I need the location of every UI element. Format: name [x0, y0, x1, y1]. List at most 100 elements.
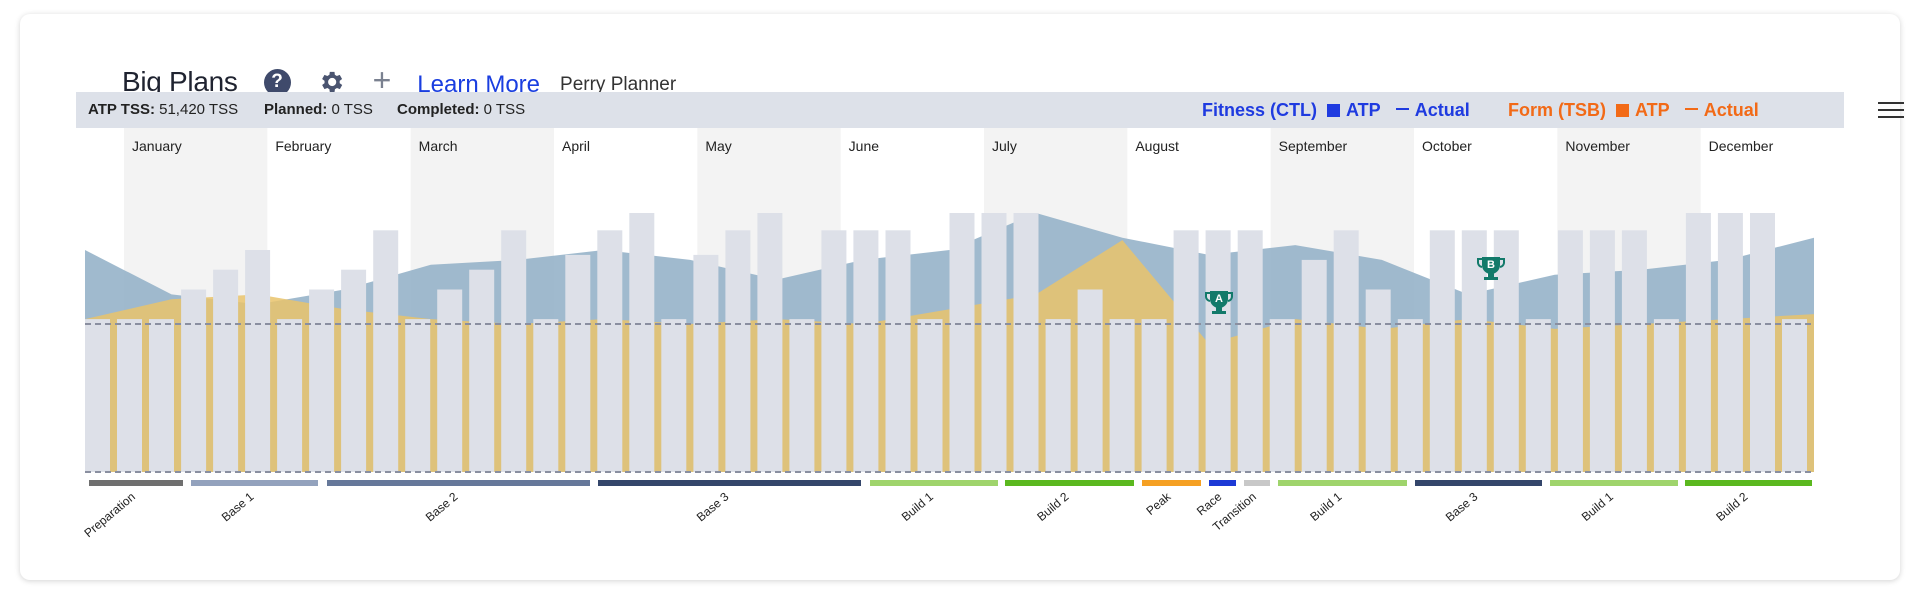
week-bar: [1557, 230, 1583, 472]
month-label-january: January: [132, 138, 182, 154]
week-bar: [853, 230, 879, 472]
training-plan-chart: January February March April May June July Augu…: [81, 128, 1814, 541]
gear-icon[interactable]: [317, 68, 345, 96]
week-bar: [1589, 230, 1615, 472]
form-atp-label: ATP: [1635, 100, 1670, 120]
fitness-actual-swatch: [1395, 108, 1409, 110]
trophy-handles: [1477, 258, 1505, 268]
header: Big Plans ? + Learn More Perry Planner: [122, 62, 676, 102]
week-bar: [1782, 319, 1807, 472]
phase-label: Base 3: [1443, 489, 1481, 524]
week-bar: [1461, 230, 1487, 472]
planned-stat: Planned: 0 TSS: [264, 92, 373, 128]
trophy-icon: [1210, 291, 1228, 314]
add-icon[interactable]: +: [372, 62, 392, 98]
week-bar: [149, 319, 174, 472]
week-bar: [1525, 319, 1551, 472]
trophy-handles: [1205, 292, 1233, 302]
week-bar: [309, 289, 335, 472]
phase-label: Build 1: [899, 489, 936, 524]
month-label-august: August: [1135, 138, 1179, 154]
phase-bar: [1142, 480, 1201, 486]
fitness-atp-swatch: [1327, 104, 1341, 117]
fitness-legend[interactable]: Fitness (CTL) ATP Actual: [1202, 92, 1470, 128]
fitness-label: Fitness (CTL): [1202, 100, 1317, 120]
week-bar: [1429, 230, 1455, 472]
phase-label: Base 2: [423, 489, 461, 524]
week-bar: [757, 213, 783, 472]
week-bar: [117, 319, 142, 472]
week-bar: [1333, 230, 1359, 472]
week-bar: [1141, 319, 1167, 472]
week-bar: [821, 230, 847, 472]
event-priority-label: A: [1215, 293, 1223, 305]
form-atp-swatch: [1616, 104, 1630, 117]
month-label-december: December: [1709, 138, 1774, 154]
phase-bar: [870, 480, 998, 486]
phase-bar: [598, 480, 861, 486]
form-legend[interactable]: Form (TSB) ATP Actual: [1508, 92, 1759, 128]
form-actual-label: Actual: [1703, 100, 1759, 120]
phase-label: Preparation: [81, 490, 138, 541]
week-bar: [981, 213, 1007, 472]
week-bar: [1045, 319, 1071, 472]
week-bar: [181, 289, 207, 472]
week-bar: [501, 230, 527, 472]
phase-bar: [1685, 480, 1812, 486]
week-bar: [693, 254, 719, 472]
atp-tss-stat: ATP TSS: 51,420 TSS: [88, 92, 238, 128]
week-bar: [85, 319, 110, 472]
fitness-actual-label: Actual: [1414, 100, 1470, 120]
month-label-may: May: [705, 138, 731, 154]
week-bar: [885, 230, 911, 472]
phase-bar: [191, 480, 318, 486]
phase-label: Base 3: [694, 489, 732, 524]
phase-bar: [1415, 480, 1542, 486]
week-bar: [245, 250, 271, 472]
month-label-june: June: [849, 138, 880, 154]
week-bar: [1269, 319, 1295, 472]
completed-stat: Completed: 0 TSS: [397, 92, 525, 128]
phase-label: Build 2: [1713, 489, 1750, 524]
phase-bar: [89, 480, 183, 486]
fitness-atp-label: ATP: [1346, 100, 1381, 120]
phase-label: Base 1: [219, 489, 257, 524]
month-label-september: September: [1279, 138, 1348, 154]
month-label-april: April: [562, 138, 590, 154]
week-bar: [213, 269, 239, 472]
help-icon[interactable]: ?: [263, 68, 291, 96]
week-bar: [1173, 230, 1199, 472]
week-bar: [1653, 319, 1679, 472]
form-label: Form (TSB): [1508, 100, 1606, 120]
phase-label: Peak: [1143, 489, 1174, 518]
week-bar: [1013, 213, 1039, 472]
week-bar: [597, 230, 623, 472]
week-bar: [469, 269, 495, 472]
week-bar: [1750, 213, 1775, 472]
week-bar: [1077, 289, 1103, 472]
phase-bar: [1278, 480, 1407, 486]
form-actual-swatch: [1684, 108, 1698, 110]
week-bar: [789, 319, 815, 472]
menu-icon[interactable]: [1878, 102, 1904, 120]
week-bar: [1621, 230, 1647, 472]
page-title: Big Plans: [122, 66, 238, 97]
week-bar: [661, 319, 687, 472]
planned-value: 0 TSS: [331, 101, 373, 118]
month-label-november: November: [1565, 138, 1630, 154]
week-bar: [1237, 230, 1263, 472]
phase-bar: [1244, 480, 1270, 486]
month-label-july: July: [992, 138, 1017, 154]
phase-bar: [1550, 480, 1678, 486]
atp-tss-value: 51,420 TSS: [159, 101, 239, 118]
phase-bar: [327, 480, 590, 486]
week-bar: [949, 213, 975, 472]
planned-label: Planned:: [264, 101, 328, 118]
phase-bar: [1005, 480, 1134, 486]
week-bar: [565, 254, 591, 472]
trophy-icon: [1482, 257, 1500, 280]
week-bar: [917, 319, 943, 472]
atp-tss-label: ATP TSS:: [88, 101, 155, 118]
week-bar: [341, 269, 367, 472]
week-bar: [533, 319, 559, 472]
